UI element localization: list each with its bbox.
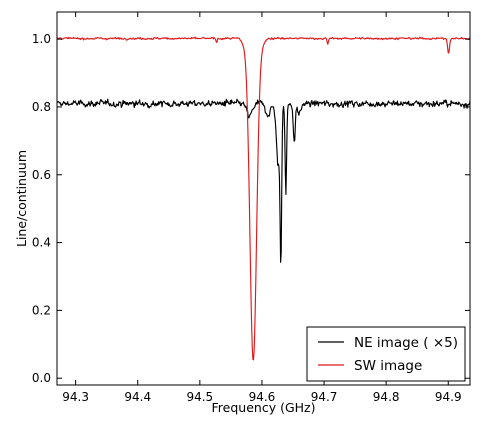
series-layer (56, 36, 471, 361)
plot-area: 94.3 94.4 94.5 94.6 94.7 94.8 94.9 0.0 0.2 0.4 0.6… (32, 11, 471, 404)
y-tick-label: 0.6 (32, 168, 51, 182)
x-tick-label: 94.7 (311, 390, 338, 404)
y-tick-label: 0.2 (32, 303, 51, 317)
x-tick-label: 94.4 (124, 390, 151, 404)
legend-label-sw: SW image (354, 358, 422, 374)
y-tick-label: 0.8 (32, 100, 51, 114)
legend: NE image ( ×5) SW image (306, 326, 466, 382)
legend-box (306, 326, 466, 382)
ticks-layer: 94.3 94.4 94.5 94.6 94.7 94.8 94.9 0.0 0.2 0.4 0.6… (32, 12, 470, 404)
x-tick-label: 94.3 (62, 390, 89, 404)
x-tick-label: 94.6 (249, 390, 276, 404)
plot-frame (56, 11, 471, 386)
y-axis-label: Line/continuum (14, 150, 29, 247)
series-line-ne-image (56, 98, 471, 263)
x-tick-label: 94.8 (373, 390, 400, 404)
x-tick-label: 94.9 (435, 390, 462, 404)
series-line-sw-image (56, 36, 471, 361)
x-axis-label: Frequency (GHz) (212, 400, 316, 415)
legend-label-ne: NE image ( ×5) (354, 335, 458, 351)
y-tick-label: 0.0 (32, 371, 51, 385)
x-tick-label: 94.5 (186, 390, 213, 404)
y-tick-label: 0.4 (32, 236, 51, 250)
y-tick-label: 1.0 (32, 32, 51, 46)
